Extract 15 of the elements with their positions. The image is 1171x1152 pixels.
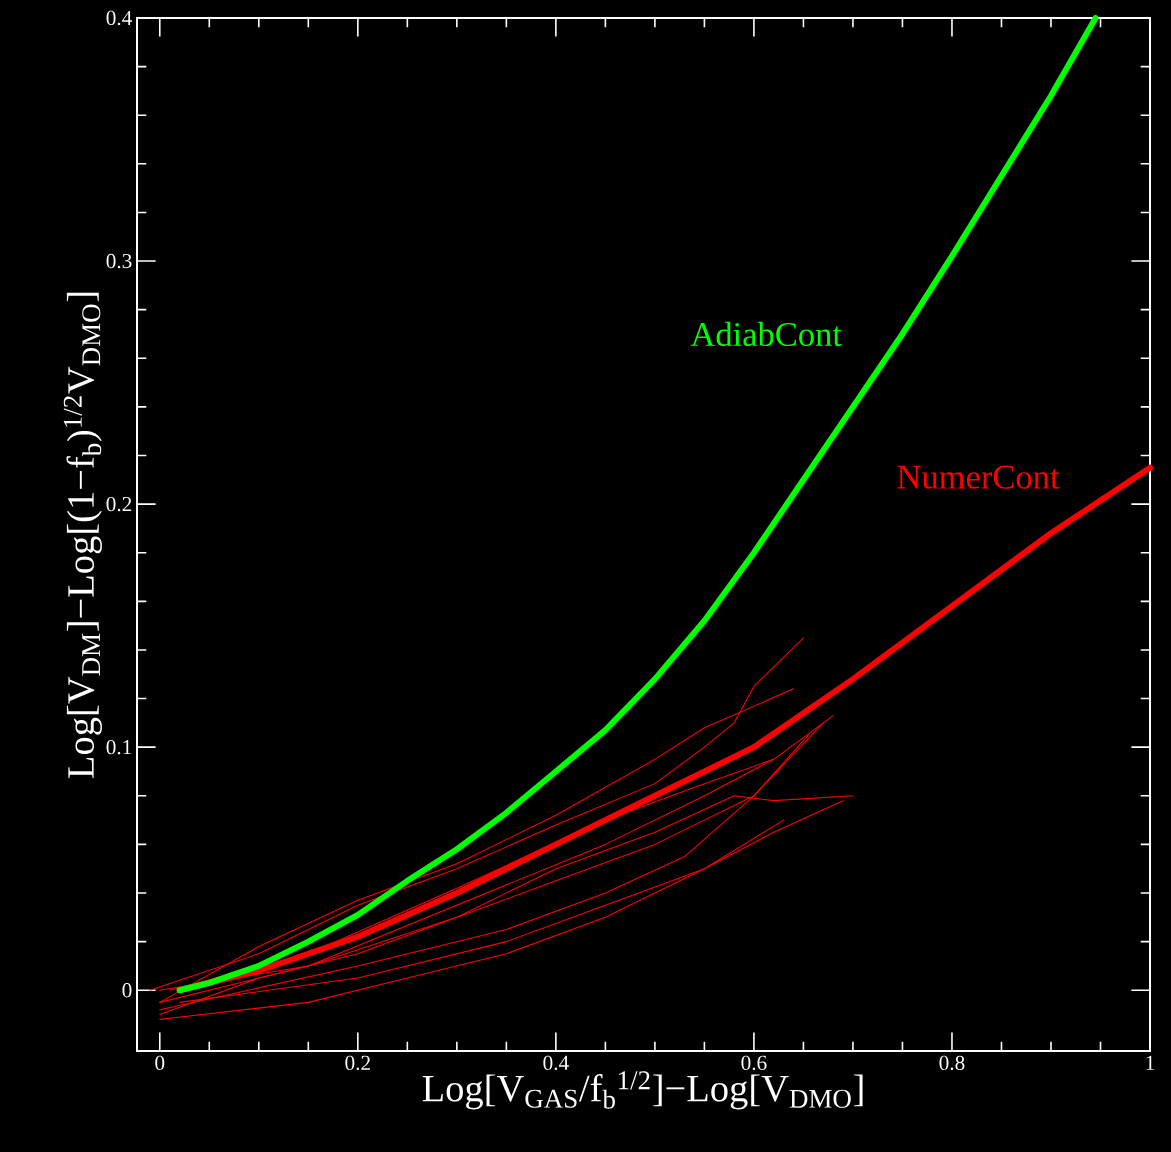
y-tick-label: 0 bbox=[122, 983, 132, 998]
x-tick-label: 0.4 bbox=[543, 1055, 569, 1071]
x-axis-title: Log[V$_{GAS}$/f$_{b}$$^{1/2}$]−Log[V$_{DMO}$] bbox=[422, 1071, 863, 1110]
x-tick-label: 1 bbox=[1146, 1055, 1155, 1070]
series-label: AdiabCont bbox=[690, 321, 842, 347]
x-tick-label: 0.8 bbox=[939, 1055, 965, 1071]
text: Log[V$_{DM}$]−Log[(1−f$_{b}$)$^{1/2}$V$_{DMO}$] bbox=[63, 292, 102, 779]
x-tick-label: 0.2 bbox=[345, 1055, 370, 1071]
y-tick-label: 0.2 bbox=[106, 496, 132, 512]
y-tick-label: 0.4 bbox=[106, 10, 132, 26]
x-tick-label: 0.6 bbox=[741, 1055, 767, 1071]
y-tick-label: 0.1 bbox=[106, 739, 132, 755]
x-tick-label: 0 bbox=[155, 1055, 165, 1071]
y-tick-label: 0.3 bbox=[106, 253, 132, 269]
series-label: NumerCont bbox=[897, 465, 1060, 489]
